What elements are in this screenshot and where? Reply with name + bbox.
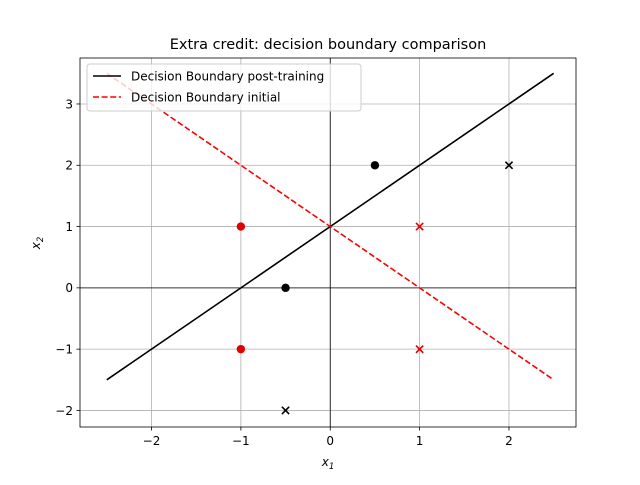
y-tick-label: −2 <box>55 404 73 418</box>
reference-lines <box>80 58 576 427</box>
x-axis-label-main: x <box>321 455 330 469</box>
y-axis-label-sub: 2 <box>36 237 46 242</box>
y-tick-label: −1 <box>55 342 73 356</box>
x-axis-ticks: −2 −1 0 1 2 <box>143 427 513 448</box>
data-point-cross <box>415 222 424 231</box>
y-tick-label: 1 <box>65 220 73 234</box>
legend-label-initial: Decision Boundary initial <box>131 91 281 105</box>
data-point-circle <box>236 344 246 354</box>
x-axis-label: x1 <box>321 455 335 472</box>
y-tick-label: 2 <box>65 159 73 173</box>
chart-title: Extra credit: decision boundary comparis… <box>170 37 487 53</box>
legend-box <box>86 63 362 112</box>
data-point-circle <box>370 161 380 170</box>
data-points <box>236 161 514 415</box>
x-tick-label: 2 <box>505 434 513 448</box>
x-tick-label: −2 <box>143 434 161 448</box>
data-point-circle <box>236 222 246 231</box>
cross-stroke <box>415 344 424 354</box>
y-axis-ticks: −2 −1 0 1 2 3 <box>55 97 80 418</box>
legend-label-post-training: Decision Boundary post-training <box>131 70 324 84</box>
x-axis-label-sub: 1 <box>329 462 334 472</box>
y-tick-label: 0 <box>65 281 73 295</box>
data-point-circle <box>281 283 290 293</box>
plot-frame <box>79 57 577 428</box>
cross-stroke <box>504 161 514 170</box>
cross-stroke <box>415 222 424 231</box>
series-lines <box>106 72 555 381</box>
line-initial <box>106 72 555 381</box>
data-point-cross <box>415 344 424 354</box>
y-tick-label: 3 <box>65 97 73 111</box>
y-axis-label-main: x <box>29 241 43 250</box>
legend: Decision Boundary post-training Decision… <box>86 63 362 112</box>
cross-stroke <box>281 406 290 415</box>
x-tick-label: −1 <box>232 434 250 448</box>
x-tick-label: 1 <box>416 434 424 448</box>
y-axis-label: x2 <box>29 237 46 251</box>
data-point-cross <box>281 406 290 415</box>
x-tick-label: 0 <box>326 434 334 448</box>
data-point-cross <box>504 161 514 170</box>
